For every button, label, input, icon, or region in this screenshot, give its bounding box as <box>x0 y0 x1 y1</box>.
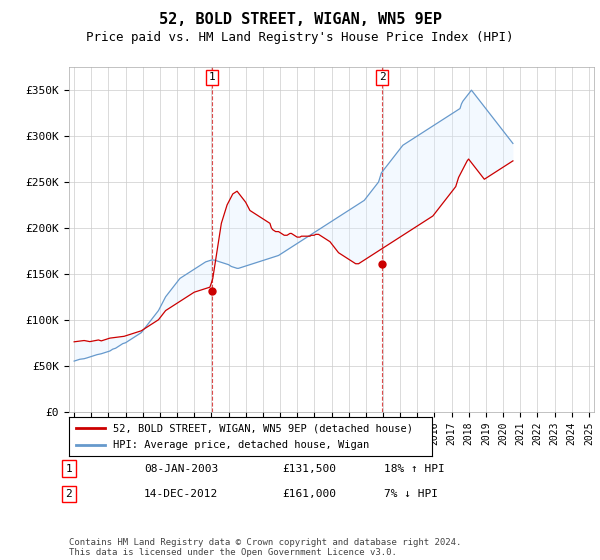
Text: 08-JAN-2003: 08-JAN-2003 <box>144 464 218 474</box>
Text: 52, BOLD STREET, WIGAN, WN5 9EP: 52, BOLD STREET, WIGAN, WN5 9EP <box>158 12 442 27</box>
Text: 52, BOLD STREET, WIGAN, WN5 9EP (detached house): 52, BOLD STREET, WIGAN, WN5 9EP (detache… <box>113 423 413 433</box>
Text: Contains HM Land Registry data © Crown copyright and database right 2024.
This d: Contains HM Land Registry data © Crown c… <box>69 538 461 557</box>
Text: Price paid vs. HM Land Registry's House Price Index (HPI): Price paid vs. HM Land Registry's House … <box>86 31 514 44</box>
Text: 14-DEC-2012: 14-DEC-2012 <box>144 489 218 499</box>
Text: 1: 1 <box>65 464 73 474</box>
Text: 7% ↓ HPI: 7% ↓ HPI <box>384 489 438 499</box>
Text: HPI: Average price, detached house, Wigan: HPI: Average price, detached house, Wiga… <box>113 440 369 450</box>
Text: £131,500: £131,500 <box>282 464 336 474</box>
Text: 18% ↑ HPI: 18% ↑ HPI <box>384 464 445 474</box>
Text: 2: 2 <box>65 489 73 499</box>
Text: 2: 2 <box>379 72 386 82</box>
Text: £161,000: £161,000 <box>282 489 336 499</box>
Text: 1: 1 <box>209 72 215 82</box>
